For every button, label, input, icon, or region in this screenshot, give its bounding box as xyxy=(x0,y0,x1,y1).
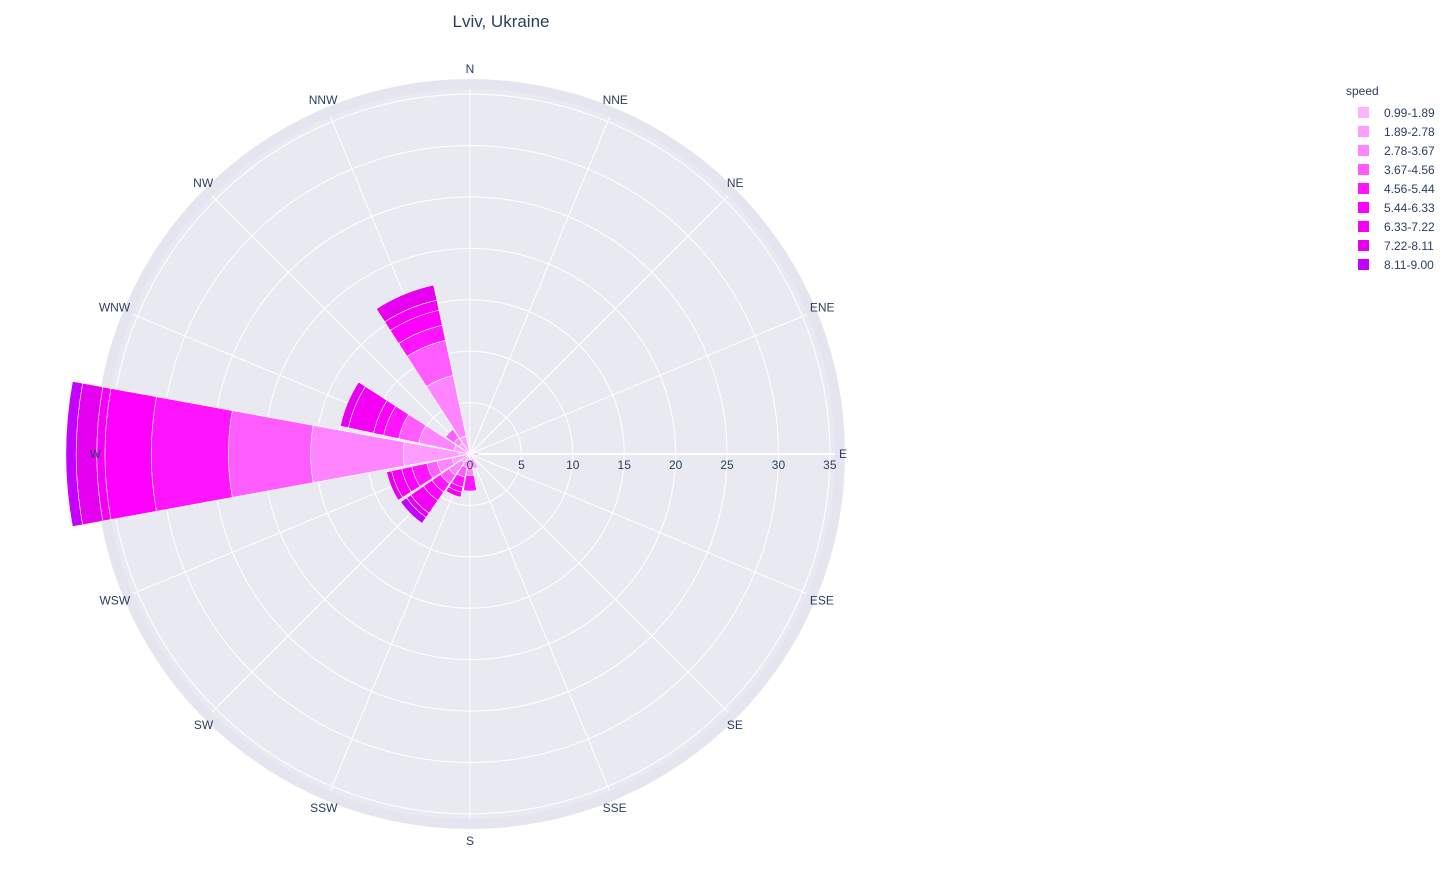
legend-item[interactable]: 6.33-7.22 xyxy=(1346,217,1435,236)
legend-label: 1.89-2.78 xyxy=(1384,124,1435,139)
direction-label: WSW xyxy=(99,594,130,608)
direction-label: NNW xyxy=(309,93,338,107)
legend-item[interactable]: 0.99-1.89 xyxy=(1346,103,1435,122)
radial-tick-label: 25 xyxy=(720,458,734,472)
legend-swatch xyxy=(1358,240,1369,251)
legend-label: 7.22-8.11 xyxy=(1384,238,1434,253)
legend-title: speed xyxy=(1346,84,1379,98)
legend-swatch xyxy=(1358,183,1369,194)
legend-item[interactable]: 2.78-3.67 xyxy=(1346,141,1435,160)
legend: speed 0.99-1.89 1.89-2.78 2.78-3.67 3.67-4.… xyxy=(1346,84,1435,274)
bar-segment xyxy=(386,470,404,501)
wind-rose-chart: N NNE NE ENE E ESE SE SSE S SSW SW WSW W WNW NW NNW 0 5 1… xyxy=(65,62,847,848)
radial-tick-label: 35 xyxy=(823,458,837,472)
bar-segment xyxy=(150,396,233,512)
bar-segment xyxy=(470,457,479,470)
legend-swatch xyxy=(1358,202,1369,213)
direction-label: SSE xyxy=(603,801,627,815)
legend-item[interactable]: 5.44-6.33 xyxy=(1346,198,1435,217)
direction-label: N xyxy=(466,62,475,76)
direction-label: W xyxy=(90,447,102,461)
direction-label: SE xyxy=(727,718,743,732)
legend-swatch xyxy=(1358,126,1369,137)
bar-segment xyxy=(400,497,427,524)
angular-gridline xyxy=(469,116,611,455)
radial-tick-label: 30 xyxy=(772,458,786,472)
bar-segment xyxy=(463,474,477,492)
bar-segment xyxy=(445,486,463,498)
legend-label: 0.99-1.89 xyxy=(1384,105,1435,120)
legend-swatch xyxy=(1358,107,1369,118)
direction-label: NNE xyxy=(603,93,628,107)
angular-gridline xyxy=(469,453,611,792)
legend-item[interactable]: 7.22-8.11 xyxy=(1346,236,1435,255)
radial-tick-label: 0 xyxy=(467,458,474,472)
bars-layer xyxy=(65,284,479,527)
direction-label: NE xyxy=(727,176,744,190)
angular-gridline xyxy=(469,453,808,595)
bar-segment xyxy=(104,388,157,520)
bar-segment xyxy=(469,452,479,456)
legend-swatch xyxy=(1358,164,1369,175)
bar-segment xyxy=(445,429,460,444)
radial-tick-label: 20 xyxy=(669,458,683,472)
legend-item[interactable]: 8.11-9.00 xyxy=(1346,255,1435,274)
legend-label: 5.44-6.33 xyxy=(1384,200,1435,215)
radial-tick-label: 15 xyxy=(618,458,632,472)
direction-label: WNW xyxy=(99,300,131,314)
legend-label: 8.11-9.00 xyxy=(1384,257,1434,272)
chart-title: Lviv, Ukraine xyxy=(452,12,550,31)
direction-label: SSW xyxy=(310,801,338,815)
legend-label: 6.33-7.22 xyxy=(1384,219,1435,234)
radial-tick-labels: 0 5 10 15 20 25 30 35 xyxy=(467,458,837,472)
angular-gridline xyxy=(329,453,471,792)
direction-label: S xyxy=(466,834,474,848)
direction-label: E xyxy=(839,447,847,461)
bar-segment xyxy=(339,381,366,429)
angular-gridline xyxy=(469,313,808,455)
direction-label: ENE xyxy=(810,300,835,314)
legend-swatch xyxy=(1358,221,1369,232)
legend-item[interactable]: 3.67-4.56 xyxy=(1346,160,1435,179)
bar-segment xyxy=(228,410,314,498)
legend-swatch xyxy=(1358,259,1369,270)
angular-gridline xyxy=(469,453,729,713)
angular-gridline xyxy=(469,195,729,455)
radial-tick-label: 5 xyxy=(518,458,525,472)
direction-label: NW xyxy=(193,176,214,190)
legend-label: 3.67-4.56 xyxy=(1384,162,1435,177)
angular-gridline xyxy=(211,195,471,455)
direction-label: ESE xyxy=(810,594,834,608)
legend-item[interactable]: 1.89-2.78 xyxy=(1346,122,1435,141)
direction-labels: N NNE NE ENE E ESE SE SSE S SSW SW WSW W WNW NW NNW xyxy=(90,62,847,848)
legend-label: 2.78-3.67 xyxy=(1384,143,1435,158)
legend-swatch xyxy=(1358,145,1369,156)
legend-item[interactable]: 4.56-5.44 xyxy=(1346,179,1435,198)
bar-segment xyxy=(375,284,438,323)
legend-label: 4.56-5.44 xyxy=(1384,181,1435,196)
radial-tick-label: 10 xyxy=(566,458,580,472)
direction-label: SW xyxy=(194,718,214,732)
bar-segment xyxy=(65,381,83,527)
